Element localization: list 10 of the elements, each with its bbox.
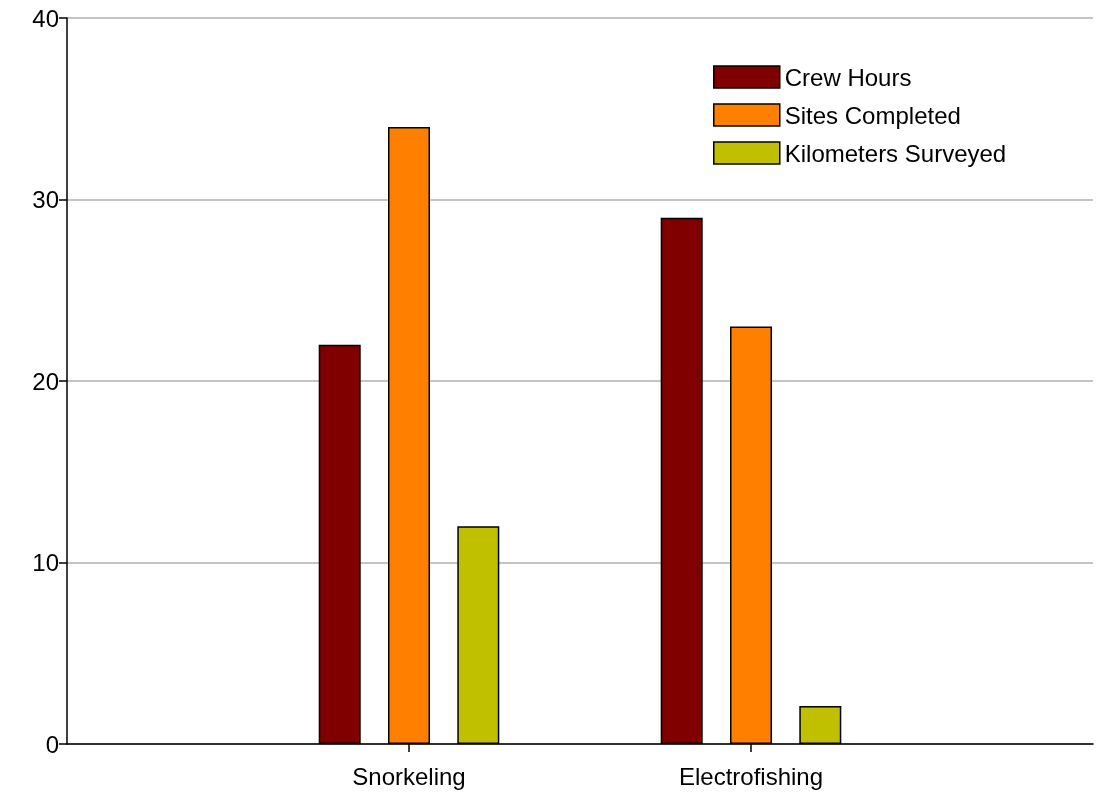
- y-tick-label: 40: [32, 4, 59, 32]
- legend-label: Kilometers Surveyed: [784, 139, 1007, 167]
- x-tick-label: Electrofishing: [678, 762, 824, 790]
- y-tick-label: 20: [32, 367, 59, 395]
- y-tick-label: 0: [45, 730, 59, 758]
- y-tick-label: 10: [32, 549, 59, 576]
- legend-label: Crew Hours: [784, 63, 912, 91]
- y-tick-label: 30: [32, 186, 59, 213]
- x-tick-label: Snorkeling: [352, 762, 466, 790]
- legend-label: Sites Completed: [784, 101, 961, 129]
